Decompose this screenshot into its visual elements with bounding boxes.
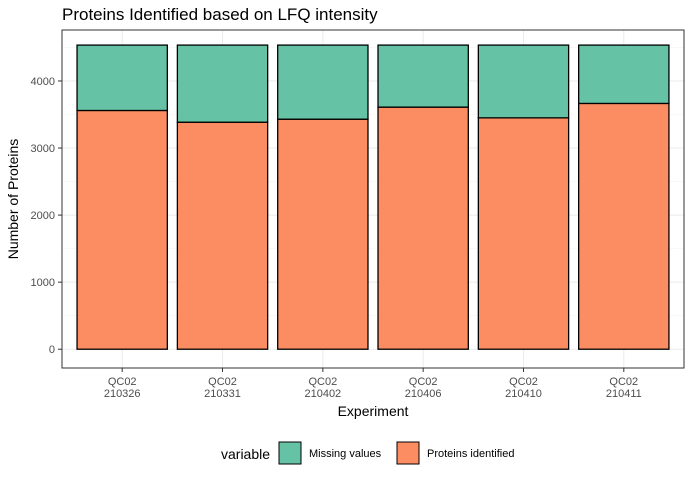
y-axis-ticks: 0 1000 2000 3000 4000 — [31, 76, 62, 356]
x-tick-label: QC02 210410 — [505, 376, 542, 400]
bar-missing-values-5 — [578, 44, 670, 105]
legend: variable Missing values Proteins identif… — [221, 441, 514, 465]
bar-proteins-identified-1 — [176, 121, 269, 350]
x-axis-title: Experiment — [338, 403, 409, 419]
x-tick-label: QC02 210411 — [606, 376, 642, 400]
bar-proteins-identified-2 — [277, 118, 369, 350]
plot-border — [61, 29, 685, 369]
legend-title: variable — [221, 446, 270, 462]
x-tick-label: QC02 210326 — [104, 376, 141, 400]
legend-key-missing-values — [278, 441, 302, 465]
legend-key-proteins-identified — [396, 441, 420, 465]
x-axis-ticks: QC02 210326 QC02 210331 QC02 210402 QC02 210406… — [104, 368, 642, 400]
x-tick-label: QC02 210402 — [304, 376, 341, 400]
bar-proteins-identified-3 — [377, 106, 469, 350]
x-tick-label: QC02 210331 — [204, 376, 241, 400]
y-axis-title: Number of Proteins — [5, 139, 21, 260]
y-tick-label: 2000 — [31, 210, 55, 222]
legend-label-proteins-identified: Proteins identified — [427, 448, 514, 460]
bar-missing-values-1 — [176, 44, 269, 123]
y-tick-label: 4000 — [31, 76, 55, 88]
bar-proteins-identified-4 — [477, 117, 570, 350]
y-tick-label: 0 — [49, 344, 55, 356]
legend-label-missing-values: Missing values — [309, 448, 382, 460]
bar-missing-values-0 — [76, 44, 168, 112]
chart-title: Proteins Identified based on LFQ intensi… — [62, 5, 378, 24]
y-tick-label: 1000 — [31, 277, 55, 289]
bar-missing-values-4 — [477, 44, 570, 119]
bars — [76, 44, 670, 350]
bar-proteins-identified-5 — [578, 102, 670, 350]
bar-missing-values-2 — [277, 44, 369, 120]
bar-proteins-identified-0 — [76, 109, 168, 350]
x-tick-label: QC02 210406 — [405, 376, 442, 400]
y-tick-label: 3000 — [31, 143, 55, 155]
bar-missing-values-3 — [377, 44, 469, 108]
